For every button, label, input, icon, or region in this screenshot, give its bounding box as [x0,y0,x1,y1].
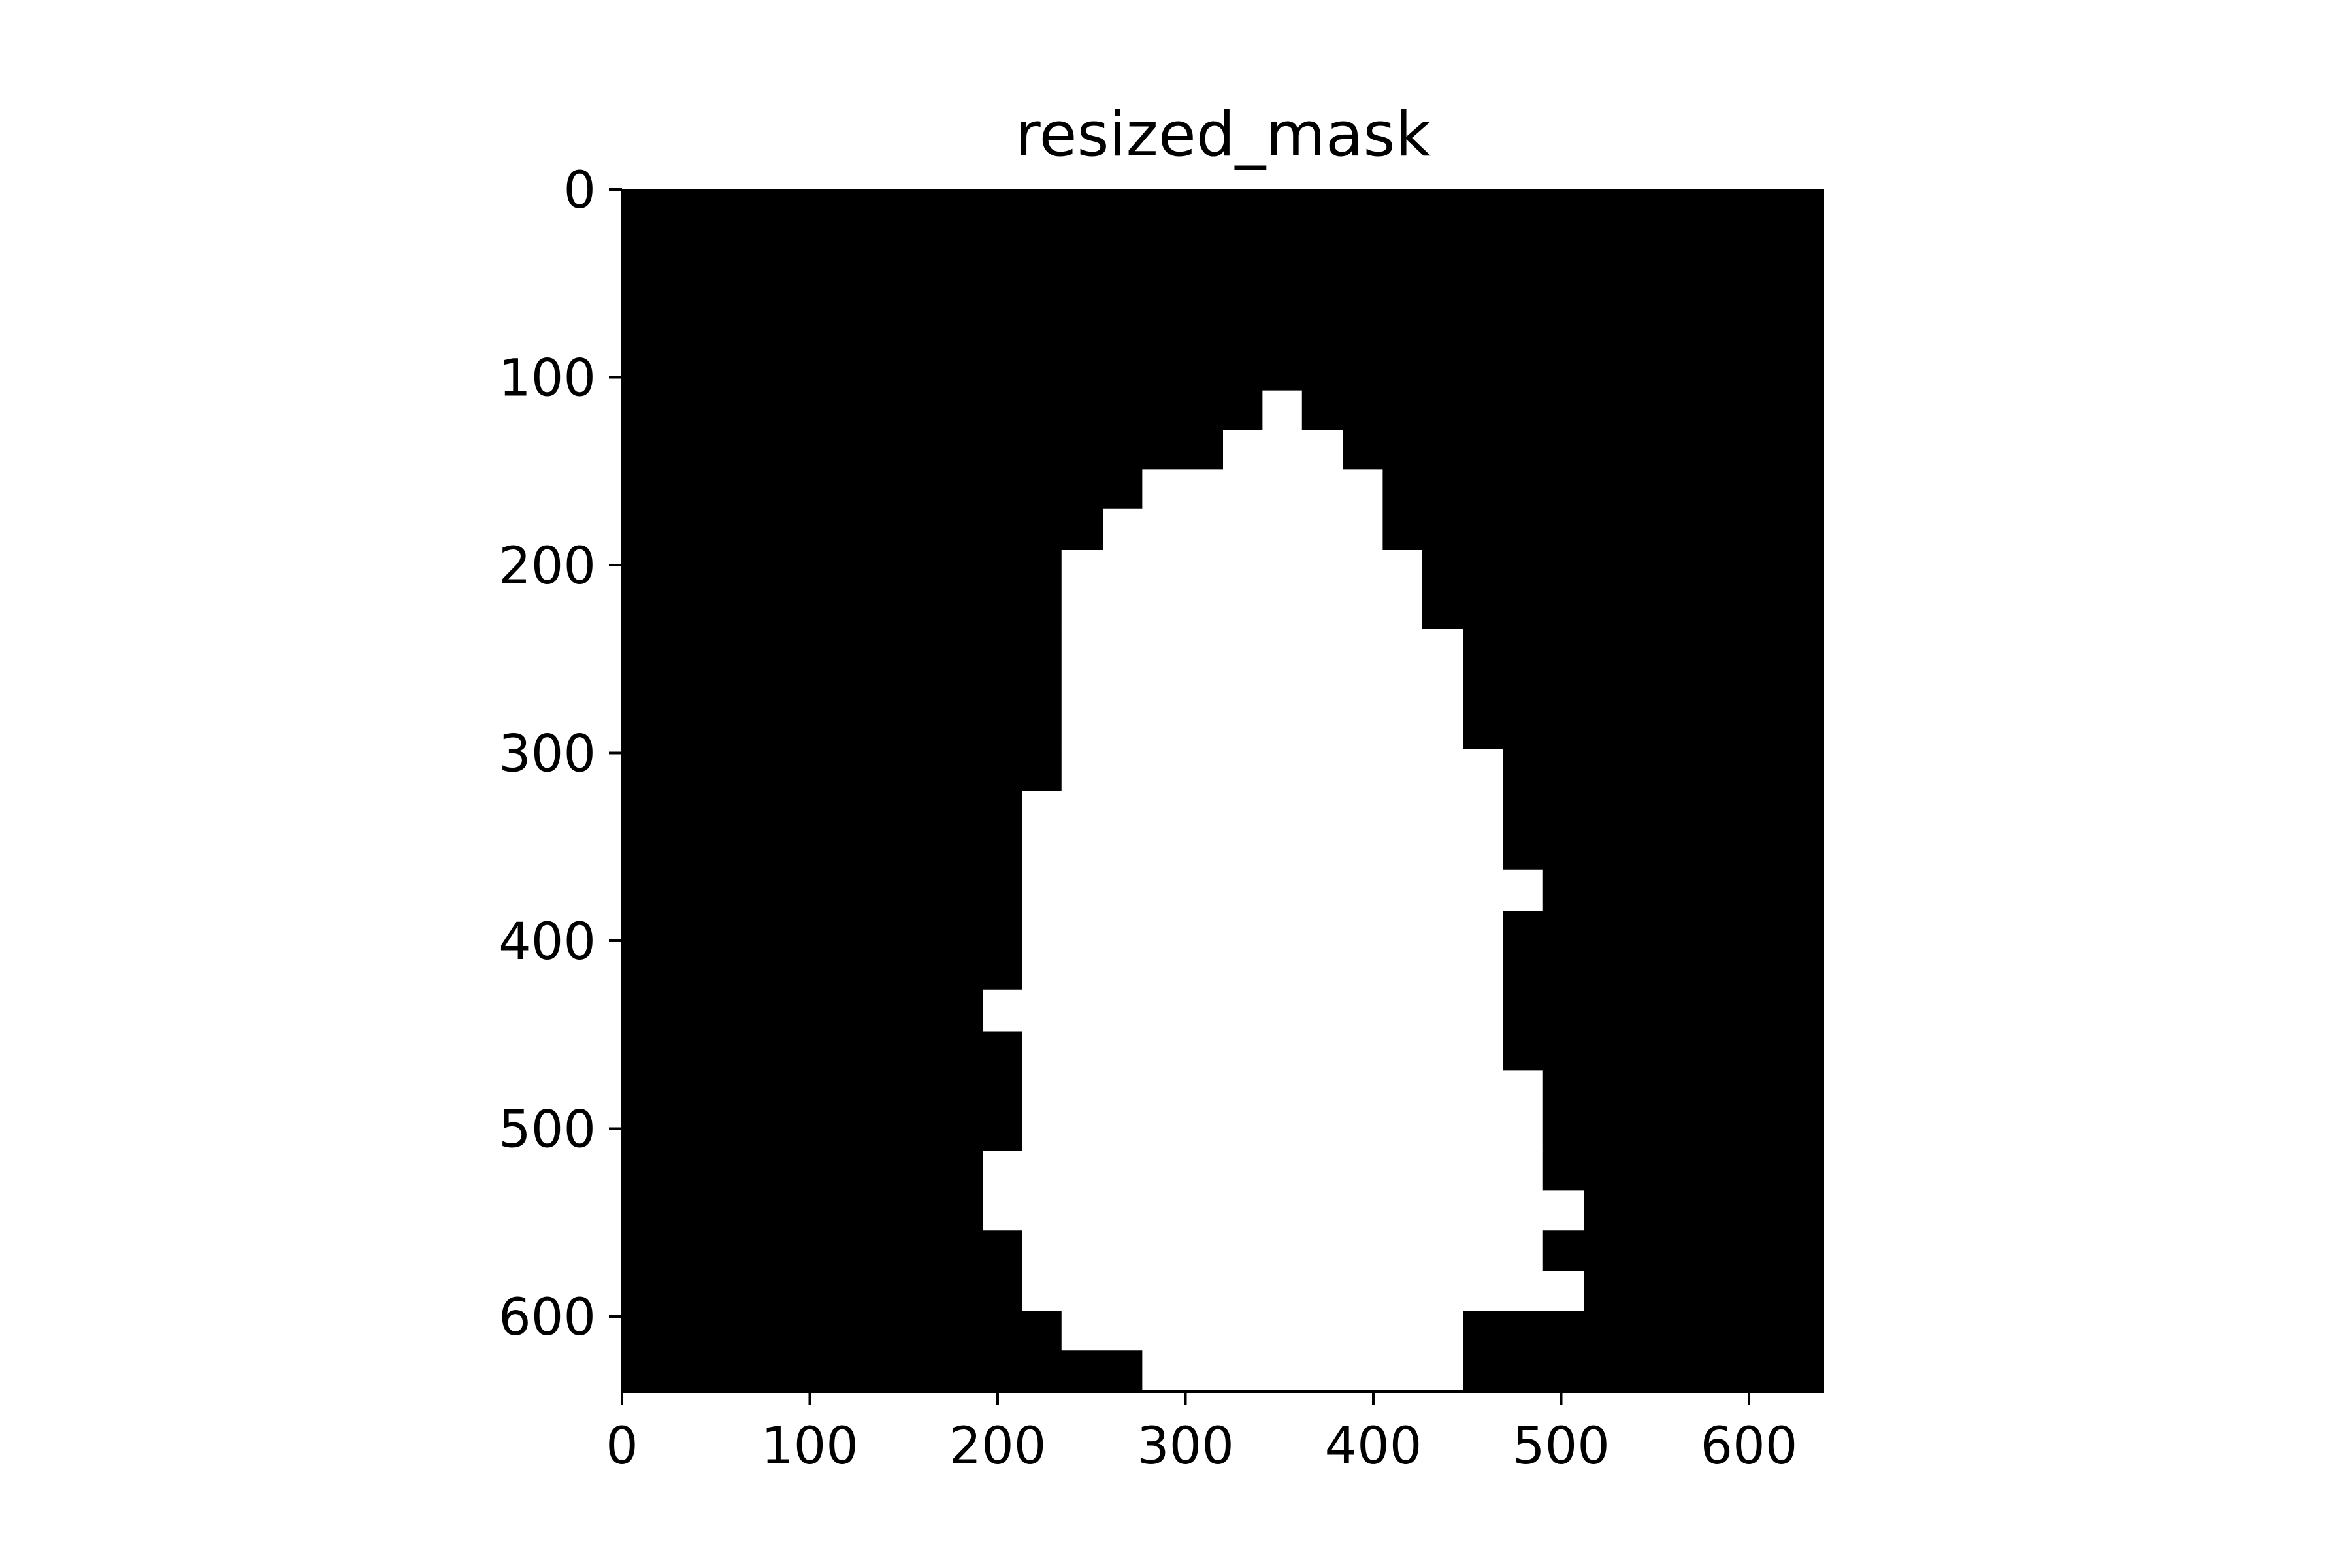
y-tick-label-200: 200 [498,537,596,596]
x-axis-ticks: 0 100 200 300 400 500 600 [606,1392,1797,1476]
mask-row-11 [1022,1031,1503,1071]
y-tick-label-500: 500 [498,1101,596,1160]
mask-row-9 [1022,911,1503,990]
mask-row-17 [1061,1311,1463,1351]
y-tick-label-100: 100 [498,350,596,408]
mask-row-4 [1061,550,1422,630]
x-tick-label-200: 200 [949,1417,1047,1476]
plot-area [622,189,1824,1392]
mask-row-16 [1022,1271,1584,1311]
mask-row-2 [1142,469,1383,510]
axes [621,189,1824,1393]
y-tick-label-0: 0 [563,161,596,220]
x-tick-label-500: 500 [1512,1417,1610,1476]
mask-row-5 [1061,629,1463,750]
x-tick-label-100: 100 [761,1417,858,1476]
x-tick-label-0: 0 [606,1417,638,1476]
mask-row-6 [1061,749,1503,791]
y-axis-ticks: 0 100 200 300 400 500 600 [498,161,622,1347]
mask-row-3 [1103,508,1383,551]
x-tick-label-400: 400 [1325,1417,1422,1476]
y-tick-label-300: 300 [498,725,596,784]
mask-row-18 [1142,1350,1463,1392]
mask-row-14 [983,1190,1584,1231]
mask-foreground-layer [983,390,1584,1392]
mask-row-8 [1022,869,1543,911]
mask-row-7 [1022,791,1503,870]
chart-title: resized_mask [1015,99,1431,171]
mask-row-15 [1022,1230,1543,1272]
x-tick-label-300: 300 [1137,1417,1234,1476]
mask-row-13 [983,1151,1543,1191]
y-tick-label-600: 600 [498,1288,596,1347]
mask-row-0 [1262,390,1302,431]
mask-row-12 [1022,1070,1543,1152]
x-tick-label-600: 600 [1701,1417,1798,1476]
mask-row-1 [1223,430,1343,470]
y-tick-label-400: 400 [498,913,596,972]
mask-row-10 [983,989,1503,1032]
